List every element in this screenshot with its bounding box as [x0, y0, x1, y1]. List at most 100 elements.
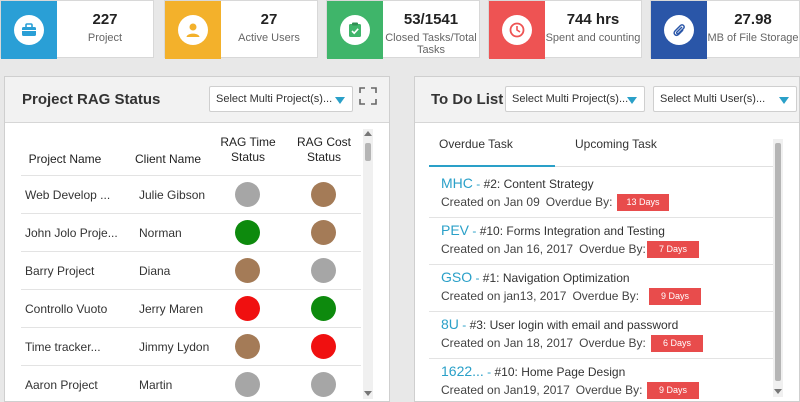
overdue-days-badge: 7 Days — [647, 241, 699, 258]
rag-cost-status-dot — [311, 220, 336, 245]
expand-icon[interactable] — [359, 87, 377, 105]
task-title-line: PEV - #10: Forms Integration and Testing — [441, 222, 665, 238]
stat-icon-box — [651, 1, 707, 59]
rag-scrollbar[interactable] — [363, 129, 373, 399]
project-code-link[interactable]: MHC — [441, 175, 473, 191]
stat-icon-box — [327, 1, 383, 59]
stats-bar: 227 Project 27 Active Users 53/1541 Clos… — [0, 0, 800, 59]
client-name-cell: Jimmy Lydon — [139, 340, 210, 354]
todo-project-multiselect[interactable]: Select Multi Project(s)... — [505, 86, 645, 112]
task-title-line: 1622... - #10: Home Page Design — [441, 363, 626, 379]
project-name-cell[interactable]: Barry Project — [25, 264, 95, 278]
created-date: Created on Jan 09 — [441, 195, 540, 209]
panel-title: To Do List — [431, 91, 504, 108]
project-code-link[interactable]: 1622... — [441, 363, 484, 379]
stat-card-projects[interactable]: 227 Project — [0, 0, 154, 59]
list-item[interactable]: 8U - #3: User login with email and passw… — [441, 316, 771, 362]
rag-time-status-dot — [235, 372, 260, 397]
project-name-cell[interactable]: Aaron Project — [25, 378, 98, 392]
task-divider — [429, 217, 781, 218]
stat-card-closed-tasks[interactable]: 53/1541 Closed Tasks/Total Tasks — [326, 0, 480, 59]
created-date: Created on Jan 18, 2017 — [441, 336, 574, 350]
project-rag-panel: Project RAG Status Select Multi Project(… — [4, 76, 390, 402]
project-code-link[interactable]: PEV — [441, 222, 470, 238]
scroll-thumb[interactable] — [365, 143, 371, 161]
user-icon — [178, 15, 208, 45]
rag-time-status-dot — [235, 182, 260, 207]
col-header-rag-time: RAG Time Status — [220, 135, 276, 164]
todo-user-multiselect[interactable]: Select Multi User(s)... — [653, 86, 797, 112]
created-date: Created on jan13, 2017 — [441, 289, 567, 303]
task-meta-line: Created on Jan19, 2017 Overdue By: — [441, 383, 642, 397]
panel-header: To Do List Select Multi Project(s)... Se… — [415, 77, 799, 123]
scroll-thumb[interactable] — [775, 143, 781, 381]
project-name-cell[interactable]: Controllo Vuoto — [25, 302, 108, 316]
project-name-cell[interactable]: Web Develop ... — [25, 188, 111, 202]
col-header-rag-cost: RAG Cost Status — [296, 135, 351, 164]
stat-card-file-storage[interactable]: 27.98 MB of File Storage — [650, 0, 800, 59]
tabs-divider — [429, 166, 781, 167]
task-title[interactable]: #10: Home Page Design — [494, 365, 626, 379]
stat-value: 227 — [92, 11, 118, 28]
stat-card-active-users[interactable]: 27 Active Users — [164, 0, 318, 59]
project-name-cell[interactable]: Time tracker... — [25, 340, 101, 354]
overdue-days-badge: 9 Days — [649, 288, 701, 305]
task-divider — [429, 358, 781, 359]
table-row[interactable]: Time tracker... Jimmy Lydon — [21, 327, 361, 365]
table-row[interactable]: Web Develop ... Julie Gibson — [21, 175, 361, 213]
task-title[interactable]: #2: Content Strategy — [483, 177, 594, 191]
table-row[interactable]: Barry Project Diana — [21, 251, 361, 289]
project-code-link[interactable]: GSO — [441, 269, 473, 285]
list-item[interactable]: MHC - #2: Content Strategy Created on Jan… — [441, 175, 771, 221]
panel-header: Project RAG Status Select Multi Project(… — [5, 77, 389, 123]
rag-time-status-dot — [235, 334, 260, 359]
table-row[interactable]: Controllo Vuoto Jerry Maren — [21, 289, 361, 327]
table-row[interactable]: Aaron Project Martin — [21, 365, 361, 402]
stat-card-hours-spent[interactable]: 744 hrs Spent and counting — [488, 0, 642, 59]
task-title-line: 8U - #3: User login with email and passw… — [441, 316, 679, 332]
tab-upcoming-task[interactable]: Upcoming Task — [575, 137, 657, 151]
client-name-cell: Julie Gibson — [139, 188, 206, 202]
project-multiselect[interactable]: Select Multi Project(s)... — [209, 86, 353, 112]
client-name-cell: Diana — [139, 264, 171, 278]
client-name-cell: Martin — [139, 378, 173, 392]
created-date: Created on Jan 16, 2017 — [441, 242, 574, 256]
stat-label: Spent and counting — [545, 32, 641, 44]
task-meta-line: Created on Jan 09 Overdue By: — [441, 195, 612, 209]
select-label: Select Multi User(s)... — [660, 93, 766, 105]
list-item[interactable]: PEV - #10: Forms Integration and Testing… — [441, 222, 771, 268]
col-header-client: Client Name — [134, 152, 202, 166]
scroll-up-icon[interactable] — [364, 131, 372, 136]
overdue-label: Overdue By: — [545, 195, 613, 209]
stat-icon-box — [165, 1, 221, 59]
rag-time-status-dot — [235, 258, 260, 283]
caret-down-icon — [335, 97, 345, 104]
stat-label: MB of File Storage — [707, 32, 799, 44]
stat-label: Closed Tasks/Total Tasks — [385, 32, 477, 56]
task-title[interactable]: #3: User login with email and password — [469, 318, 679, 332]
select-label: Select Multi Project(s)... — [216, 93, 333, 105]
rag-cost-status-dot — [311, 334, 336, 359]
project-name-cell[interactable]: John Jolo Proje... — [25, 226, 118, 240]
overdue-label: Overdue By: — [579, 242, 646, 256]
list-item[interactable]: 1622... - #10: Home Page Design Created o… — [441, 363, 771, 402]
rag-cost-status-dot — [311, 372, 336, 397]
task-divider — [429, 264, 781, 265]
overdue-days-badge: 6 Days — [651, 335, 703, 352]
stat-label: Project — [87, 32, 123, 44]
table-row[interactable]: John Jolo Proje... Norman — [21, 213, 361, 251]
rag-time-status-dot — [235, 220, 260, 245]
stat-value: 53/1541 — [403, 11, 459, 28]
tab-overdue-task[interactable]: Overdue Task — [439, 137, 513, 151]
scroll-down-icon[interactable] — [364, 391, 372, 396]
overdue-label: Overdue By: — [579, 336, 646, 350]
task-title[interactable]: #1: Navigation Optimization — [482, 271, 630, 285]
todo-scrollbar[interactable] — [773, 139, 783, 397]
project-code-link[interactable]: 8U — [441, 316, 459, 332]
task-title-line: GSO - #1: Navigation Optimization — [441, 269, 630, 285]
task-title[interactable]: #10: Forms Integration and Testing — [479, 224, 665, 238]
clipboard-check-icon — [340, 15, 370, 45]
task-divider — [429, 311, 781, 312]
scroll-down-icon[interactable] — [774, 389, 782, 394]
list-item[interactable]: GSO - #1: Navigation Optimization Created… — [441, 269, 771, 315]
